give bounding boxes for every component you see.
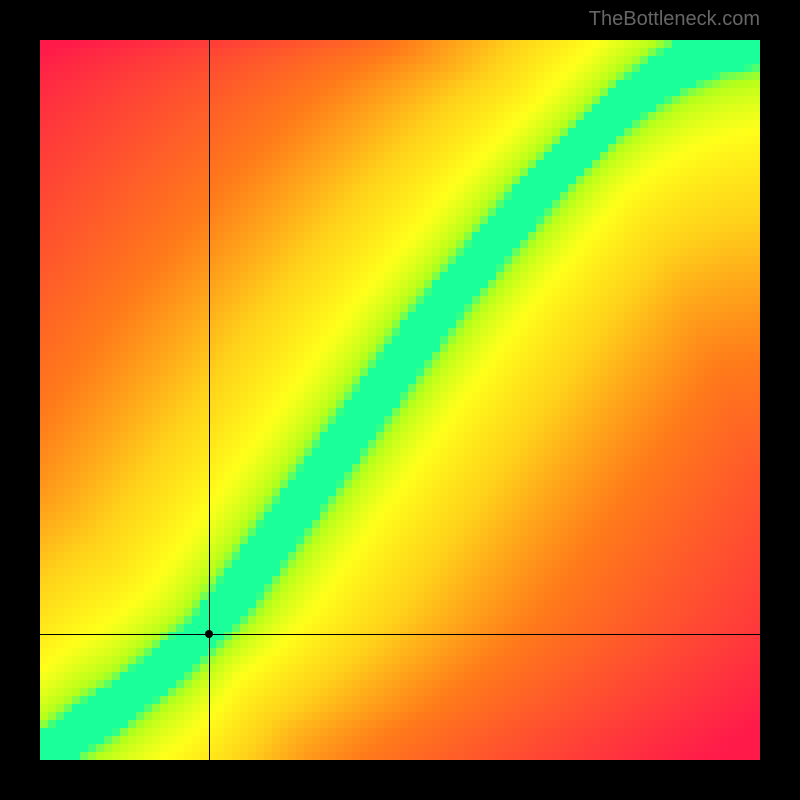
selection-marker — [205, 630, 213, 638]
bottleneck-heatmap — [40, 40, 760, 760]
watermark-text: TheBottleneck.com — [589, 8, 760, 31]
crosshair-horizontal — [40, 634, 760, 635]
heatmap-canvas — [40, 40, 760, 760]
crosshair-vertical — [209, 40, 210, 760]
